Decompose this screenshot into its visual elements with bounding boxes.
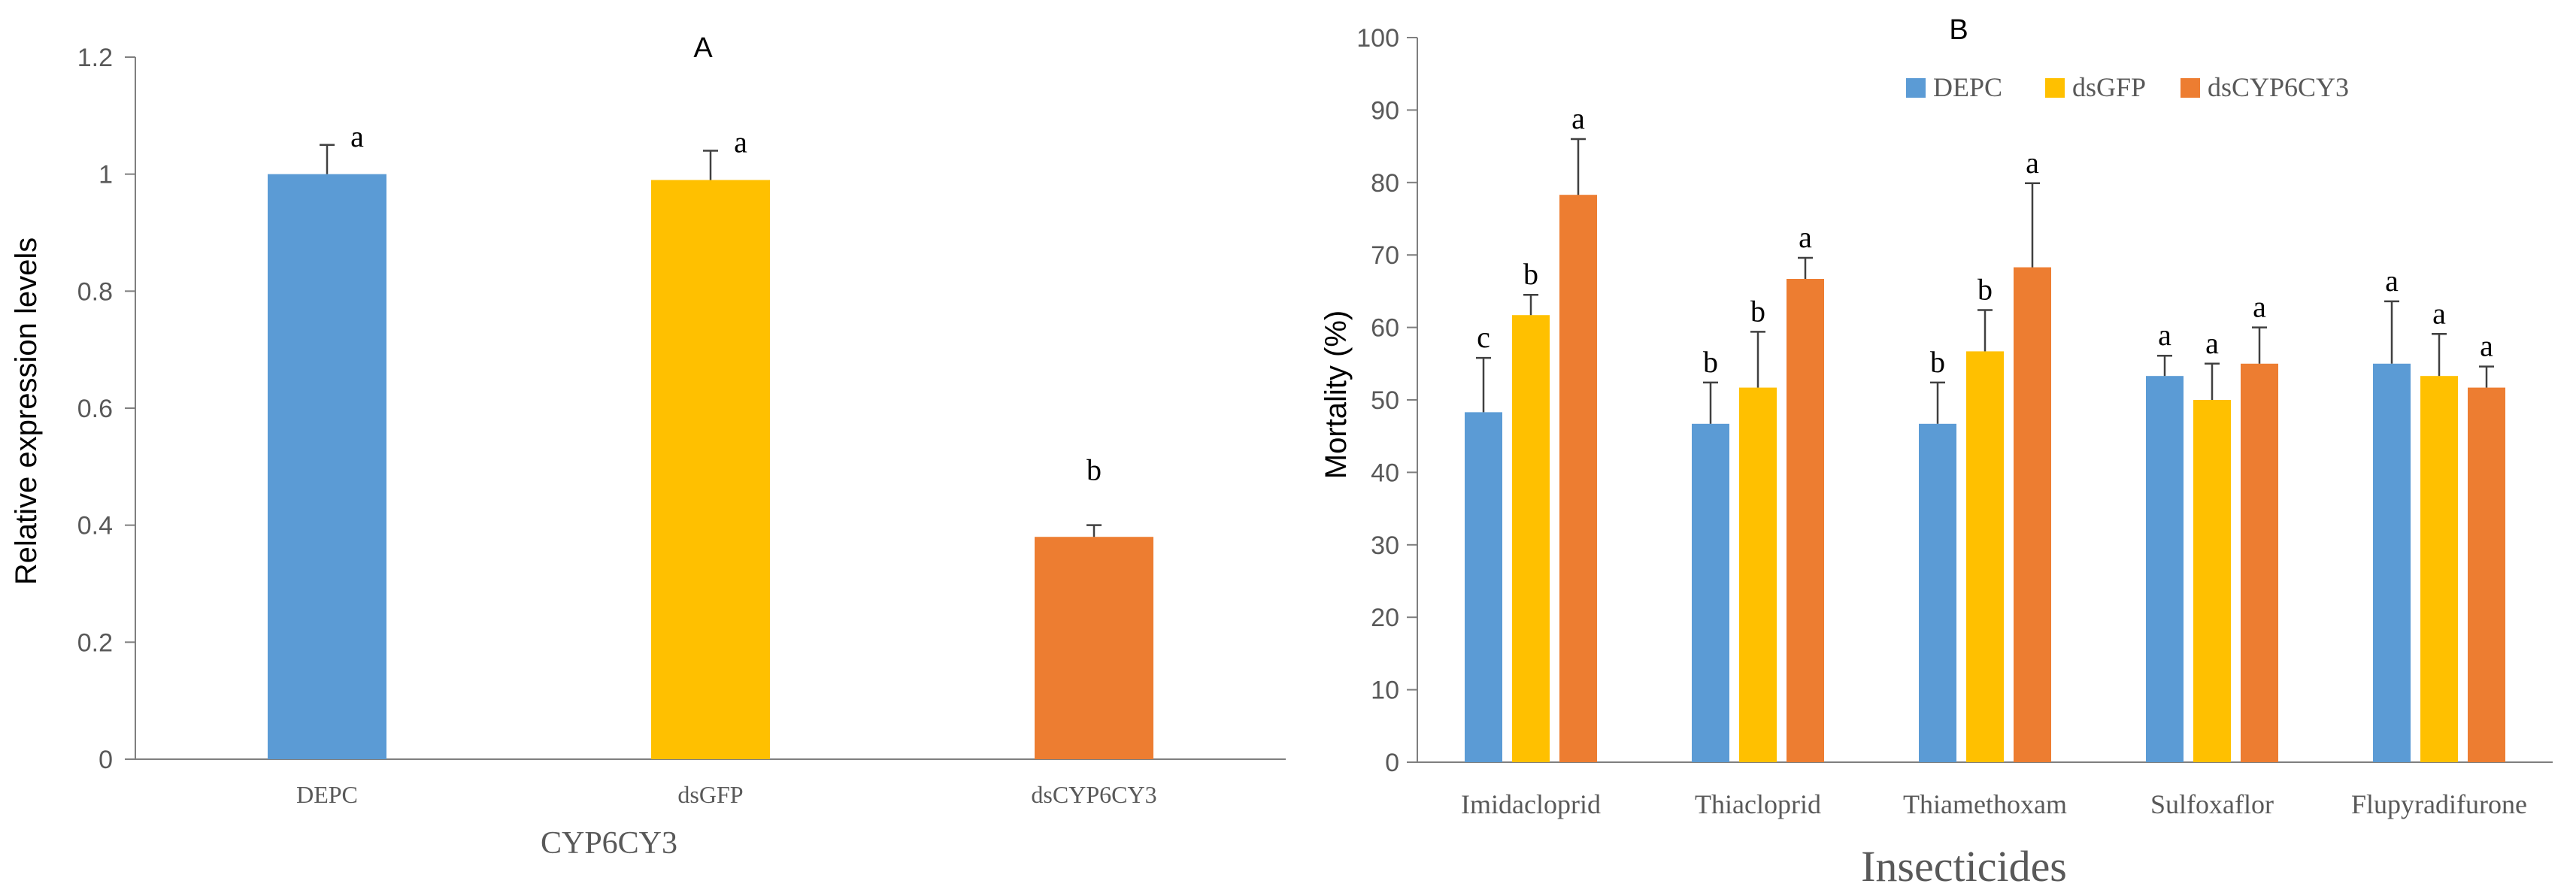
x-tick-label: Thiamethoxam <box>1903 789 2067 819</box>
y-tick-label: 0 <box>98 746 113 774</box>
y-tick-label: 30 <box>1371 531 1399 560</box>
legend-label: dsCYP6CY3 <box>2208 72 2349 102</box>
y-tick-label: 60 <box>1371 314 1399 343</box>
bar <box>2193 400 2231 762</box>
bar <box>2420 376 2458 762</box>
legend-swatch <box>1906 78 1926 98</box>
panel-b-label: B <box>1949 14 1968 46</box>
y-tick-label: 80 <box>1371 169 1399 198</box>
significance-letter: a <box>1571 101 1585 135</box>
bar <box>1739 387 1777 762</box>
panel-a-label: A <box>693 32 713 64</box>
y-tick-label: 0.8 <box>77 277 113 306</box>
panel-a-xlabel: CYP6CY3 <box>541 826 677 861</box>
y-tick-label: 1.2 <box>77 44 113 72</box>
y-tick-label: 70 <box>1371 241 1399 270</box>
significance-letter: a <box>1799 220 1812 254</box>
legend-label: DEPC <box>1933 72 2002 102</box>
significance-letter: b <box>1930 345 1945 379</box>
significance-letter: a <box>2253 290 2266 324</box>
y-tick-label: 0.6 <box>77 395 113 423</box>
panel-a-ylabel: Relative expression levels <box>10 238 43 585</box>
bar <box>2468 387 2505 762</box>
bar <box>1692 423 1729 762</box>
y-tick-label: 100 <box>1356 24 1399 53</box>
x-tick-label: Flupyradifurone <box>2351 789 2527 819</box>
x-tick-label: dsCYP6CY3 <box>1031 781 1156 808</box>
y-tick-label: 0.2 <box>77 628 113 657</box>
bar <box>268 174 386 759</box>
x-tick-label: Imidacloprid <box>1461 789 1601 819</box>
legend-swatch <box>2045 78 2065 98</box>
x-tick-label: Thiacloprid <box>1695 789 1821 819</box>
x-tick-label: Sulfoxaflor <box>2150 789 2274 819</box>
bar <box>2241 363 2278 762</box>
y-tick-label: 1 <box>98 161 113 189</box>
panel-b-plot: 0102030405060708090100cbaImidaclopridbba… <box>1356 24 2553 819</box>
significance-letter: b <box>1086 453 1102 487</box>
y-tick-label: 10 <box>1371 677 1399 705</box>
bar <box>1465 412 1502 762</box>
bar <box>651 180 770 759</box>
significance-letter: a <box>2026 146 2039 180</box>
significance-letter: a <box>2432 296 2446 330</box>
significance-letter: a <box>2158 318 2171 352</box>
bar <box>1787 279 1824 763</box>
y-tick-label: 20 <box>1371 604 1399 632</box>
panel-b-ylabel: Mortality (%) <box>1320 310 1353 479</box>
bar <box>1559 195 1597 762</box>
y-tick-label: 0.4 <box>77 512 113 540</box>
significance-letter: c <box>1477 320 1490 354</box>
y-tick-label: 50 <box>1371 386 1399 415</box>
bar <box>2146 376 2184 762</box>
bar <box>1919 423 1956 762</box>
bar <box>1966 351 2004 762</box>
y-tick-label: 90 <box>1371 96 1399 125</box>
y-tick-label: 40 <box>1371 459 1399 487</box>
legend-swatch <box>2181 78 2200 98</box>
significance-letter: b <box>1750 294 1765 328</box>
bar <box>2014 267 2051 762</box>
significance-letter: a <box>2480 329 2493 363</box>
significance-letter: a <box>2385 264 2399 298</box>
panel-b-legend: DEPC dsGFP dsCYP6CY3 <box>1906 72 2349 102</box>
significance-letter: a <box>734 126 747 159</box>
significance-letter: a <box>350 120 364 153</box>
significance-letter: b <box>1523 257 1538 291</box>
x-tick-label: dsGFP <box>677 781 743 808</box>
significance-letter: a <box>2205 326 2219 360</box>
significance-letter: b <box>1977 272 1993 306</box>
significance-letter: b <box>1703 345 1718 379</box>
bar <box>1512 315 1550 762</box>
bar <box>1035 537 1153 759</box>
x-tick-label: DEPC <box>296 781 358 808</box>
bar <box>2373 363 2411 762</box>
y-tick-label: 0 <box>1385 749 1399 777</box>
panel-a-plot: 0 0.2 0.4 0.6 0.8 1 1.2 a DEPC a dsGFP b dsCYP6CY3 <box>77 44 1286 808</box>
legend-label: dsGFP <box>2072 72 2146 102</box>
panel-b-xlabel: Insecticides <box>1861 842 2067 891</box>
